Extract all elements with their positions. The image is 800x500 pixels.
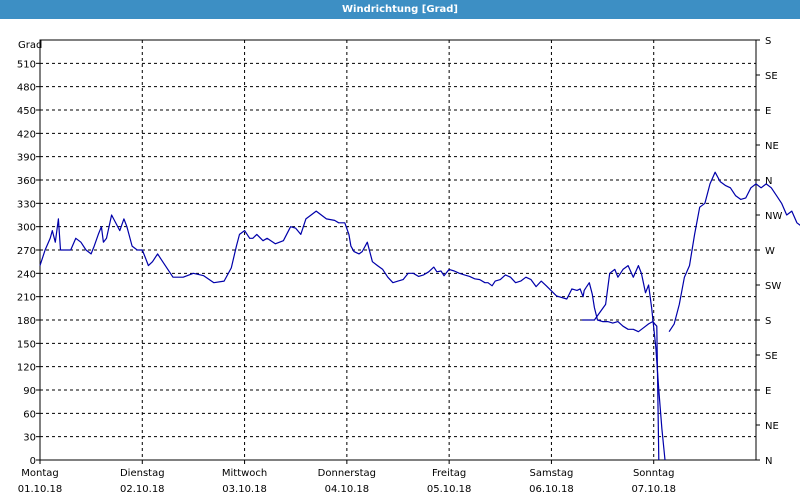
y-tick-label: 300 — [17, 223, 36, 234]
x-tick-day-label: Dienstag — [120, 468, 165, 479]
y2-tick-label: NW — [765, 211, 782, 222]
x-tick-day-label: Sonntag — [633, 468, 675, 479]
y2-tick-label: N — [765, 456, 772, 467]
y2-tick-label: N — [765, 176, 772, 187]
y-tick-label: 450 — [17, 106, 36, 117]
y2-tick-label: NE — [765, 421, 779, 432]
chart-area: Grad 0 30 60 90 120 150 180 210 240 270 300 330 360 3… — [17, 36, 800, 495]
y-tick-label: 510 — [17, 59, 36, 70]
x-tick-day-label: Freitag — [432, 468, 466, 479]
chart-title: Windrichtung [Grad] — [0, 0, 800, 19]
y-tick-label: 150 — [17, 339, 36, 350]
series-line-2 — [582, 265, 666, 461]
x-tick-day-label: Mittwoch — [222, 468, 267, 479]
x-tick-day-label: Donnerstag — [318, 468, 376, 479]
y-axis-ticks: 0 30 60 90 120 150 180 210 240 270 300 330 360 390 420… — [17, 59, 40, 467]
x-tick-date-label: 03.10.18 — [222, 484, 267, 495]
x-tick-date-label: 01.10.18 — [18, 484, 63, 495]
y-tick-label: 120 — [17, 363, 36, 374]
y-tick-label: 180 — [17, 316, 36, 327]
y-tick-label: 360 — [17, 176, 36, 187]
y2-tick-label: SE — [765, 71, 778, 82]
y-tick-label: 90 — [23, 386, 36, 397]
y-tick-label: 30 — [23, 433, 36, 444]
series-line-1 — [585, 282, 660, 461]
data-series — [39, 171, 800, 461]
y-tick-label: 240 — [17, 269, 36, 280]
y2-tick-label: SE — [765, 351, 778, 362]
y2-tick-label: E — [765, 106, 771, 117]
x-tick-date-label: 05.10.18 — [427, 484, 472, 495]
y2-tick-label: SW — [765, 281, 781, 292]
y2-tick-label: W — [765, 246, 775, 257]
x-tick-date-label: 06.10.18 — [529, 484, 574, 495]
y-tick-label: 270 — [17, 246, 36, 257]
y-axis-label: Grad — [18, 40, 42, 51]
x-tick-date-label: 04.10.18 — [325, 484, 370, 495]
y-tick-label: 0 — [30, 456, 36, 467]
y2-axis-ticks: N NE E SE S SW W NW N NE E SE S — [756, 36, 782, 467]
y-tick-label: 60 — [23, 409, 36, 420]
series-line-0 — [39, 210, 587, 300]
y2-tick-label: S — [765, 316, 771, 327]
series-line-3 — [668, 171, 800, 333]
y-tick-label: 480 — [17, 83, 36, 94]
x-tick-date-label: 02.10.18 — [120, 484, 165, 495]
y-tick-label: 420 — [17, 129, 36, 140]
y-tick-label: 330 — [17, 199, 36, 210]
y2-tick-label: S — [765, 36, 771, 47]
y-tick-label: 210 — [17, 293, 36, 304]
y-tick-label: 390 — [17, 153, 36, 164]
x-tick-day-label: Samstag — [530, 468, 574, 479]
x-tick-date-label: 07.10.18 — [631, 484, 676, 495]
x-tick-day-label: Montag — [21, 468, 58, 479]
x-axis-ticks: Montag 01.10.18 Dienstag 02.10.18 Mittwoch 03… — [18, 460, 676, 495]
y2-tick-label: E — [765, 386, 771, 397]
y2-tick-label: NE — [765, 141, 779, 152]
